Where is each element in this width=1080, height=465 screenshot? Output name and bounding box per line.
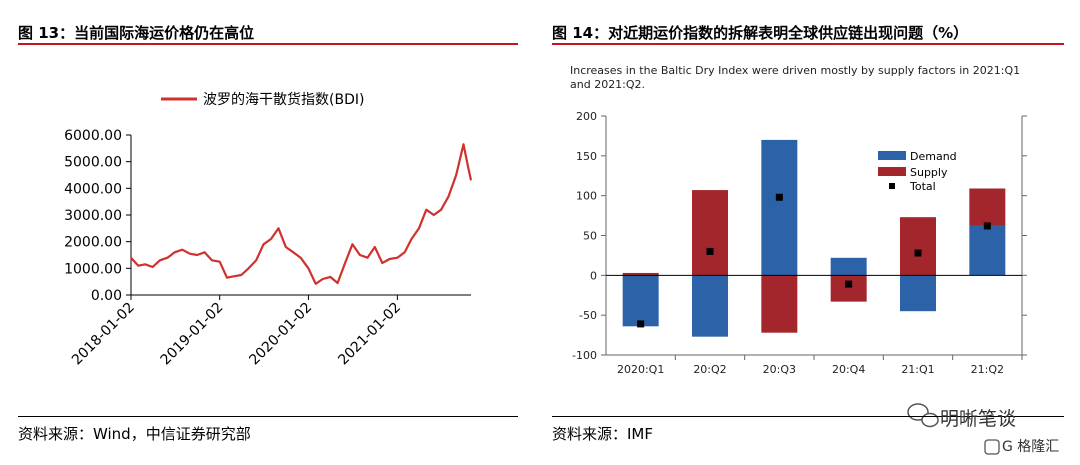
right-y-tick-label: 100 [576,190,597,203]
right-chart-title: Increases in the Baltic Dry Index were d… [570,64,1021,91]
left-source-rule [18,416,518,417]
demand-bar [692,275,728,337]
demand-bar [622,275,659,327]
left-y-tick-label: 2000.00 [64,235,122,251]
right-x-tick-label: 21:Q2 [971,363,1004,376]
left-title-rule [18,43,518,45]
bdi-series-line [130,143,473,285]
right-x-tick-label: 20:Q2 [693,363,726,376]
right-y-tick-label: 50 [583,230,597,243]
right-panel-title: 图 14：对近期运价指数的拆解表明全球供应链出现问题（%） [552,24,969,42]
left-y-tick-label: 4000.00 [64,181,122,197]
legend-supply-label: Supply [910,166,948,179]
supply-bar [622,272,659,276]
demand-bar [900,275,936,312]
demand-bar [830,257,867,276]
left-x-tick-label: 2019-01-02 [158,300,227,369]
left-x-tick-label: 2020-01-02 [246,300,315,369]
right-y-tick-label: -100 [572,349,597,362]
right-source: 资料来源：IMF [552,425,653,443]
wechat-bubble-large [907,403,929,421]
left-legend-label: 波罗的海干散货指数(BDI) [203,91,364,108]
total-marker [637,320,645,328]
legend-total-label: Total [909,180,936,193]
right-x-tick-label: 2020:Q1 [617,363,664,376]
right-title-rule [552,43,1064,45]
right-y-tick-label: 200 [576,110,597,123]
left-y-tick-label: 5000.00 [64,155,122,171]
supply-bar [830,275,867,302]
total-marker [914,249,922,257]
gelonghui-badge-icon [984,439,1000,455]
left-source: 资料来源：Wind，中信证券研究部 [18,425,251,443]
left-y-tick-label: 6000.00 [64,128,122,144]
watermark-brand: 明晰笔谈 [940,408,1017,430]
left-y-tick-label: 0.00 [91,288,122,304]
legend-demand-label: Demand [910,150,957,163]
legend-total-swatch [889,183,895,189]
right-x-tick-label: 21:Q1 [901,363,934,376]
supply-bar [900,217,936,276]
total-marker [775,193,783,201]
supply-bar [761,275,798,333]
watermark-badge: G 格隆汇 [1002,439,1060,455]
supply-bar [969,188,1006,226]
right-source-rule [552,416,1064,417]
right-x-tick-label: 20:Q4 [832,363,865,376]
right-y-tick-label: 0 [590,269,597,282]
total-marker [845,280,853,288]
legend-supply-swatch [878,167,906,176]
legend-demand-swatch [878,151,906,160]
supply-bar [692,190,728,276]
total-marker [706,247,714,255]
demand-bar [969,225,1006,276]
total-marker [983,222,991,230]
left-x-tick-label: 2018-01-02 [69,300,138,369]
right-y-tick-label: -50 [579,309,597,322]
demand-bar [761,139,798,276]
left-panel-title: 图 13：当前国际海运价格仍在高位 [18,24,255,42]
right-y-tick-label: 150 [576,150,597,163]
left-x-tick-label: 2021-01-02 [335,300,404,369]
left-y-tick-label: 3000.00 [64,208,122,224]
left-y-tick-label: 1000.00 [64,261,122,277]
right-x-tick-label: 20:Q3 [763,363,796,376]
